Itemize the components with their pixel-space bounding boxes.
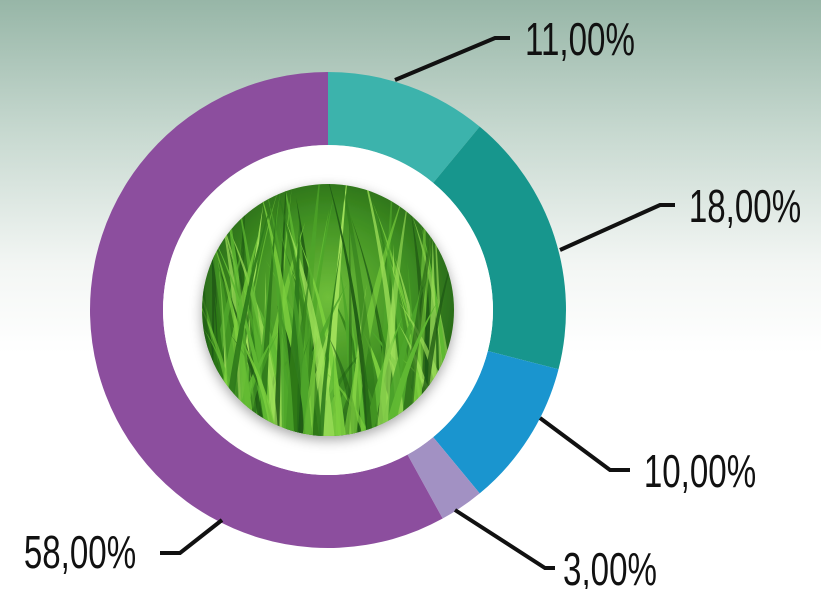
donut-slices (90, 72, 566, 548)
leader-line-5 (160, 518, 224, 555)
donut-slice-1 (328, 72, 480, 183)
donut-slice-4 (407, 437, 480, 519)
data-labels: 11,00% 18,00% 10,00% 3,00% 58,00% (24, 15, 801, 589)
data-label-1: 11,00% (525, 15, 635, 65)
donut-slice-5 (90, 72, 443, 548)
data-label-4: 3,00% (563, 545, 657, 589)
data-label-5: 58,00% (24, 528, 136, 578)
label-leaders (160, 36, 675, 570)
donut-slice-2 (433, 126, 566, 370)
leader-line-4 (453, 508, 555, 570)
donut-slice-3 (433, 351, 559, 494)
leader-line-1 (394, 36, 510, 82)
leader-line-3 (538, 416, 630, 472)
data-label-2: 18,00% (689, 182, 801, 232)
data-label-3: 10,00% (644, 447, 756, 497)
leader-line-2 (559, 203, 675, 252)
